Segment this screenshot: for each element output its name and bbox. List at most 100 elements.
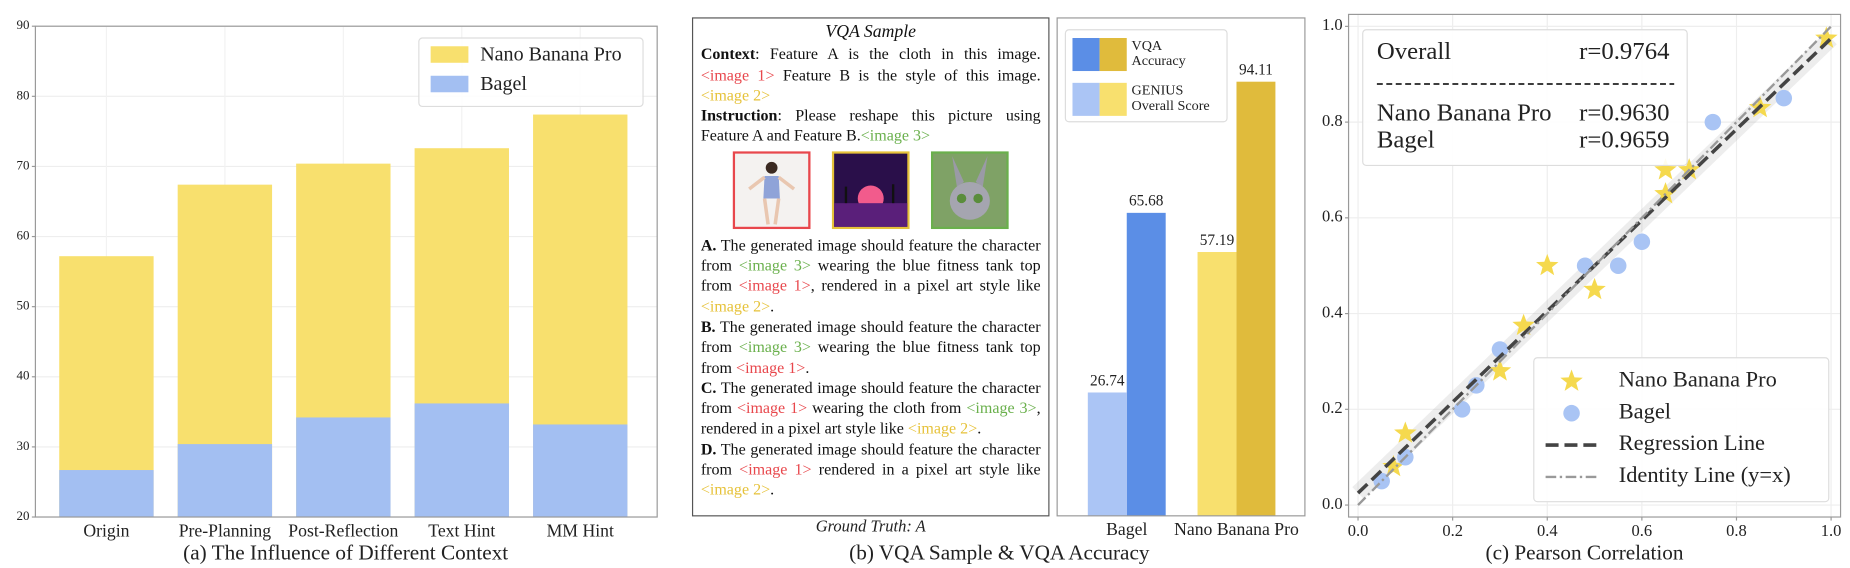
stats-label: Overall <box>1377 38 1451 65</box>
image-tag: <image 1> <box>739 460 812 479</box>
point-star <box>1815 26 1838 48</box>
y-tick-label: 20 <box>17 508 30 523</box>
thumb-ears <box>952 155 988 187</box>
x-tick-label: MM Hint <box>547 520 614 540</box>
text-span: : Please reshape this picture using Feat… <box>700 106 1041 145</box>
legend-label-box: GENIUS Overall Score <box>1131 82 1210 114</box>
legend-marker <box>1563 404 1580 422</box>
text-span: The generated image should feature the c… <box>700 440 1041 479</box>
bar <box>1236 81 1276 516</box>
value-label: 65.68 <box>1129 193 1164 210</box>
y-tick-label: 50 <box>17 298 30 313</box>
stats-label: Bagel <box>1377 127 1435 154</box>
text-span: . <box>770 297 775 315</box>
bar <box>177 444 273 518</box>
vqa-sample-frame <box>691 17 1050 517</box>
text-span: The generated image should feature the c… <box>700 317 1041 356</box>
image-tag: <image 3> <box>966 399 1037 417</box>
text-span: . <box>805 358 810 377</box>
point-circle <box>1491 341 1509 358</box>
bar <box>1197 252 1237 516</box>
thumb-cloth <box>732 151 811 229</box>
y-tick-label: 0.4 <box>1322 302 1343 321</box>
x-tick-label: Text Hint <box>428 520 495 540</box>
text-span: , rendered in a pixel art style like <box>810 276 1041 295</box>
stats-label: Nano Banana Pro <box>1377 99 1552 126</box>
thumb-limbs <box>748 175 796 225</box>
point-star <box>1583 277 1606 300</box>
image-tag: <image 2> <box>700 297 771 315</box>
plot-frame <box>1347 13 1842 518</box>
image-tag: <image 3> <box>738 337 811 356</box>
value-label: 94.11 <box>1239 62 1273 79</box>
image-tag: <image 1> <box>738 276 811 295</box>
point-star <box>1488 359 1512 381</box>
vqa-sample-title: VQA Sample <box>825 22 917 42</box>
y-tick-label: 60 <box>17 228 30 243</box>
legend-label: Bagel <box>480 73 527 95</box>
legend-swatch <box>1099 38 1127 72</box>
plot-frame <box>1056 17 1306 517</box>
thumb-top <box>763 175 780 199</box>
thumb-face <box>949 181 990 220</box>
text-span: . <box>770 480 775 499</box>
legend-swatch <box>1099 82 1127 116</box>
vqa-sample-text: VQA Sample Context: Feature A is the clo… <box>701 23 1041 500</box>
image-tag: <image 3> <box>860 127 931 145</box>
text-span: Feature B is the style of this image. <box>774 65 1041 84</box>
image-tag: <image 2> <box>700 480 771 499</box>
value-label: 26.74 <box>1090 372 1125 389</box>
bar <box>533 424 628 518</box>
vqa-paragraph: Context: Feature A is the cloth in this … <box>701 44 1041 105</box>
x-tick-label: Post-Reflection <box>288 520 398 540</box>
bar <box>1126 212 1166 516</box>
x-tick-label: 0.2 <box>1442 521 1463 540</box>
y-tick-label: 0.8 <box>1322 111 1343 130</box>
y-tick-label: 0.0 <box>1322 494 1343 513</box>
stats-value: r=0.9630 <box>1579 99 1669 126</box>
point-circle <box>1633 233 1651 251</box>
y-tick-label: 0.2 <box>1322 398 1343 417</box>
text-span: wearing the blue fitness tank top from <box>700 337 1041 377</box>
text-span: The generated image should feature the c… <box>700 235 1041 275</box>
x-tick-label: Nano Banana Pro <box>1174 519 1299 539</box>
plot-frame <box>34 25 658 518</box>
text-span: wearing the cloth from <box>807 399 967 417</box>
stats-box <box>1362 29 1688 167</box>
vqa-paragraph: B. The generated image should feature th… <box>701 316 1041 377</box>
vqa-paragraph: C. The generated image should feature th… <box>701 378 1041 439</box>
text-span: Instruction <box>700 106 778 125</box>
bar <box>1087 392 1127 516</box>
bar <box>59 470 154 518</box>
image-tag: <image 2> <box>700 86 771 104</box>
ground-truth: Ground Truth: A <box>816 516 927 535</box>
thumb-eye <box>956 193 967 203</box>
legend-label: GENIUS Overall Score <box>1131 82 1210 114</box>
legend-label: Bagel <box>1619 398 1671 423</box>
text-span: wearing the blue fitness tank top from <box>700 256 1041 295</box>
vqa-paragraph: D. The generated image should feature th… <box>701 439 1041 500</box>
y-tick-label: 80 <box>17 87 30 102</box>
x-tick-label: Bagel <box>1106 519 1147 539</box>
point-star <box>1382 454 1405 477</box>
text-span: , rendered in a pixel art style like <box>700 399 1041 438</box>
text-span: rendered in a pixel art style like <box>811 460 1041 479</box>
image-tag: <image 3> <box>738 256 811 275</box>
text-span: : Feature A is the cloth in this image. <box>755 45 1041 64</box>
vqa-paragraph: Instruction: Please reshape this picture… <box>701 105 1041 146</box>
legend-box <box>1533 357 1830 503</box>
point-star <box>1654 158 1677 180</box>
x-tick-label: 0.0 <box>1348 521 1369 540</box>
bar <box>296 417 391 518</box>
y-tick-label: 1.0 <box>1322 15 1343 34</box>
caption: (a) The Influence of Different Context <box>183 541 508 565</box>
legend-label: Regression Line <box>1619 430 1765 455</box>
thumb-rabbit <box>930 151 1009 229</box>
text-span: A. <box>700 235 717 254</box>
point-circle <box>1775 89 1793 107</box>
y-tick-label: 70 <box>17 157 30 172</box>
text-span: C. <box>700 378 717 397</box>
vqa-paragraph: A. The generated image should feature th… <box>701 235 1041 317</box>
point-star <box>1394 421 1417 443</box>
